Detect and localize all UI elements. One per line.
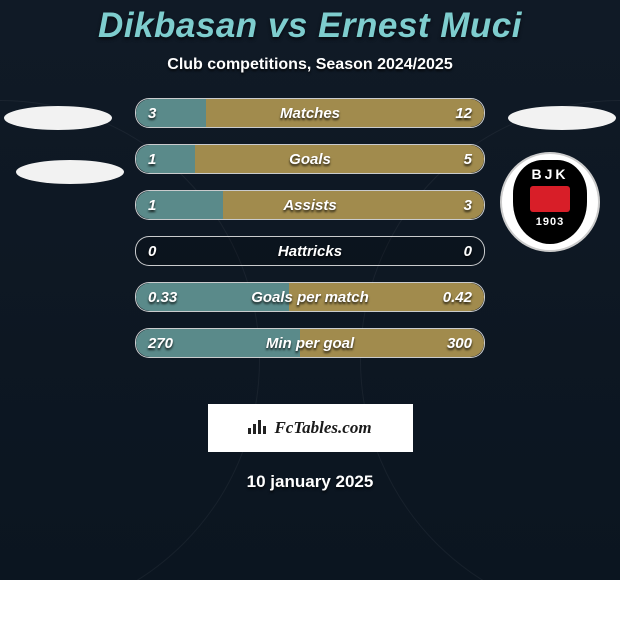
stat-row: 270300Min per goal: [135, 328, 485, 358]
stat-label: Assists: [136, 191, 484, 219]
stat-row: 15Goals: [135, 144, 485, 174]
club-badge-flag-icon: [530, 186, 570, 212]
comparison-title: Dikbasan vs Ernest Muci: [0, 0, 620, 46]
stat-row: 312Matches: [135, 98, 485, 128]
brand-chart-icon: [248, 418, 268, 439]
club-badge-shield-icon: BJK 1903: [513, 160, 587, 244]
club-badge-right: BJK 1903: [500, 152, 600, 252]
stat-label: Hattricks: [136, 237, 484, 265]
player-left-ball-icon: [16, 160, 124, 184]
brand-text: FcTables.com: [274, 418, 371, 438]
club-badge-year: 1903: [536, 216, 564, 228]
comparison-subtitle: Club competitions, Season 2024/2025: [0, 56, 620, 74]
club-badge-code: BJK: [531, 166, 568, 182]
stat-label: Goals per match: [136, 283, 484, 311]
stats-bars: 312Matches 15Goals 13Assists 00Hattricks 0.3…: [135, 98, 485, 374]
brand-box: FcTables.com: [208, 404, 413, 452]
stat-label: Goals: [136, 145, 484, 173]
generated-date: 10 january 2025: [0, 472, 620, 492]
stats-stage: BJK 1903 312Matches 15Goals 13Assists 00Hat…: [0, 96, 620, 386]
stat-row: 13Assists: [135, 190, 485, 220]
stat-row: 0.330.42Goals per match: [135, 282, 485, 312]
stat-row: 00Hattricks: [135, 236, 485, 266]
player-right-ball-icon: [508, 106, 616, 130]
stat-label: Matches: [136, 99, 484, 127]
player-left-ball-icon: [4, 106, 112, 130]
stat-label: Min per goal: [136, 329, 484, 357]
